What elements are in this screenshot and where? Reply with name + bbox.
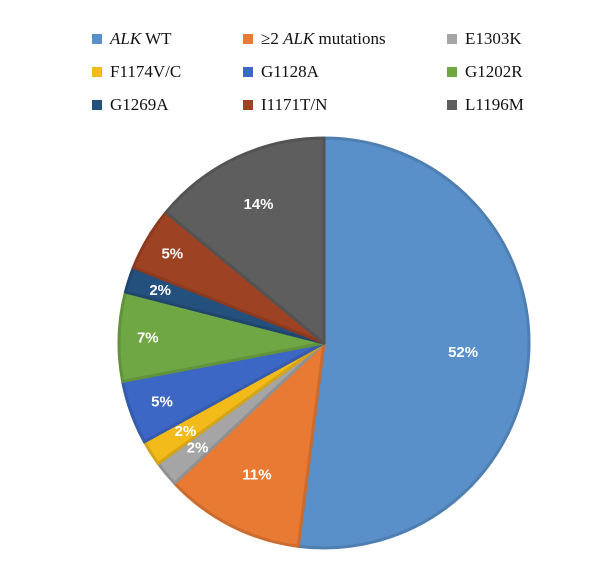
pie-label-g1269a: 2% xyxy=(149,282,171,299)
legend-swatch-alk-wt xyxy=(92,34,102,44)
legend-label-e1303k: E1303K xyxy=(465,29,522,48)
legend-swatch-i1171tn xyxy=(243,100,253,110)
legend-label-alk-wt: ALK WT xyxy=(110,29,172,48)
legend-swatch-multi-alk xyxy=(243,34,253,44)
legend-label-g1269a: G1269A xyxy=(110,95,169,114)
legend-item-g1269a: G1269A xyxy=(92,94,169,116)
legend-swatch-g1269a xyxy=(92,100,102,110)
pie-label-f1174v-c: 2% xyxy=(175,423,197,440)
legend-swatch-e1303k xyxy=(447,34,457,44)
legend-label-f1174vc: F1174V/C xyxy=(110,62,182,81)
legend-item-g1202r: G1202R xyxy=(447,61,523,83)
legend-item-i1171tn: I1171T/N xyxy=(243,94,327,116)
chart-legend: ALK WT ≥2 ALK mutations E1303K F1174V/C … xyxy=(92,28,592,124)
legend-swatch-f1174vc xyxy=(92,67,102,77)
legend-label-g1128a: G1128A xyxy=(261,62,319,81)
legend-swatch-l1196m xyxy=(447,100,457,110)
pie-label-l1196m: 14% xyxy=(243,196,273,213)
legend-item-multi-alk: ≥2 ALK mutations xyxy=(243,28,386,50)
pie-label-ge2-alk-mutations: 11% xyxy=(242,467,271,484)
legend-label-l1196m: L1196M xyxy=(465,95,524,114)
legend-label-multi-alk: ≥2 ALK mutations xyxy=(261,29,386,48)
pie-label-e1303k: 2% xyxy=(187,440,209,457)
legend-item-alk-wt: ALK WT xyxy=(92,28,172,50)
pie-label-g1202r: 7% xyxy=(137,330,159,347)
legend-swatch-g1202r xyxy=(447,67,457,77)
pie-slice-alk-wt xyxy=(296,136,531,550)
pie-slice-ge2-alk-mutations xyxy=(173,341,326,548)
pie-label-i1171t-n: 5% xyxy=(161,245,183,262)
legend-item-l1196m: L1196M xyxy=(447,94,524,116)
legend-label-i1171tn: I1171T/N xyxy=(261,95,328,114)
pie-label-g1128a: 5% xyxy=(151,393,173,410)
legend-item-g1128a: G1128A xyxy=(243,61,319,83)
pie-slices xyxy=(117,136,531,550)
legend-label-g1202r: G1202R xyxy=(465,62,523,81)
legend-item-e1303k: E1303K xyxy=(447,28,522,50)
legend-swatch-g1128a xyxy=(243,67,253,77)
pie-label-alk-wt: 52% xyxy=(448,344,478,361)
pie-slice-l1196m xyxy=(164,136,326,345)
legend-item-f1174vc: F1174V/C xyxy=(92,61,181,83)
pie-labels: 52%11%2%2%5%7%2%5%14% xyxy=(137,196,478,484)
